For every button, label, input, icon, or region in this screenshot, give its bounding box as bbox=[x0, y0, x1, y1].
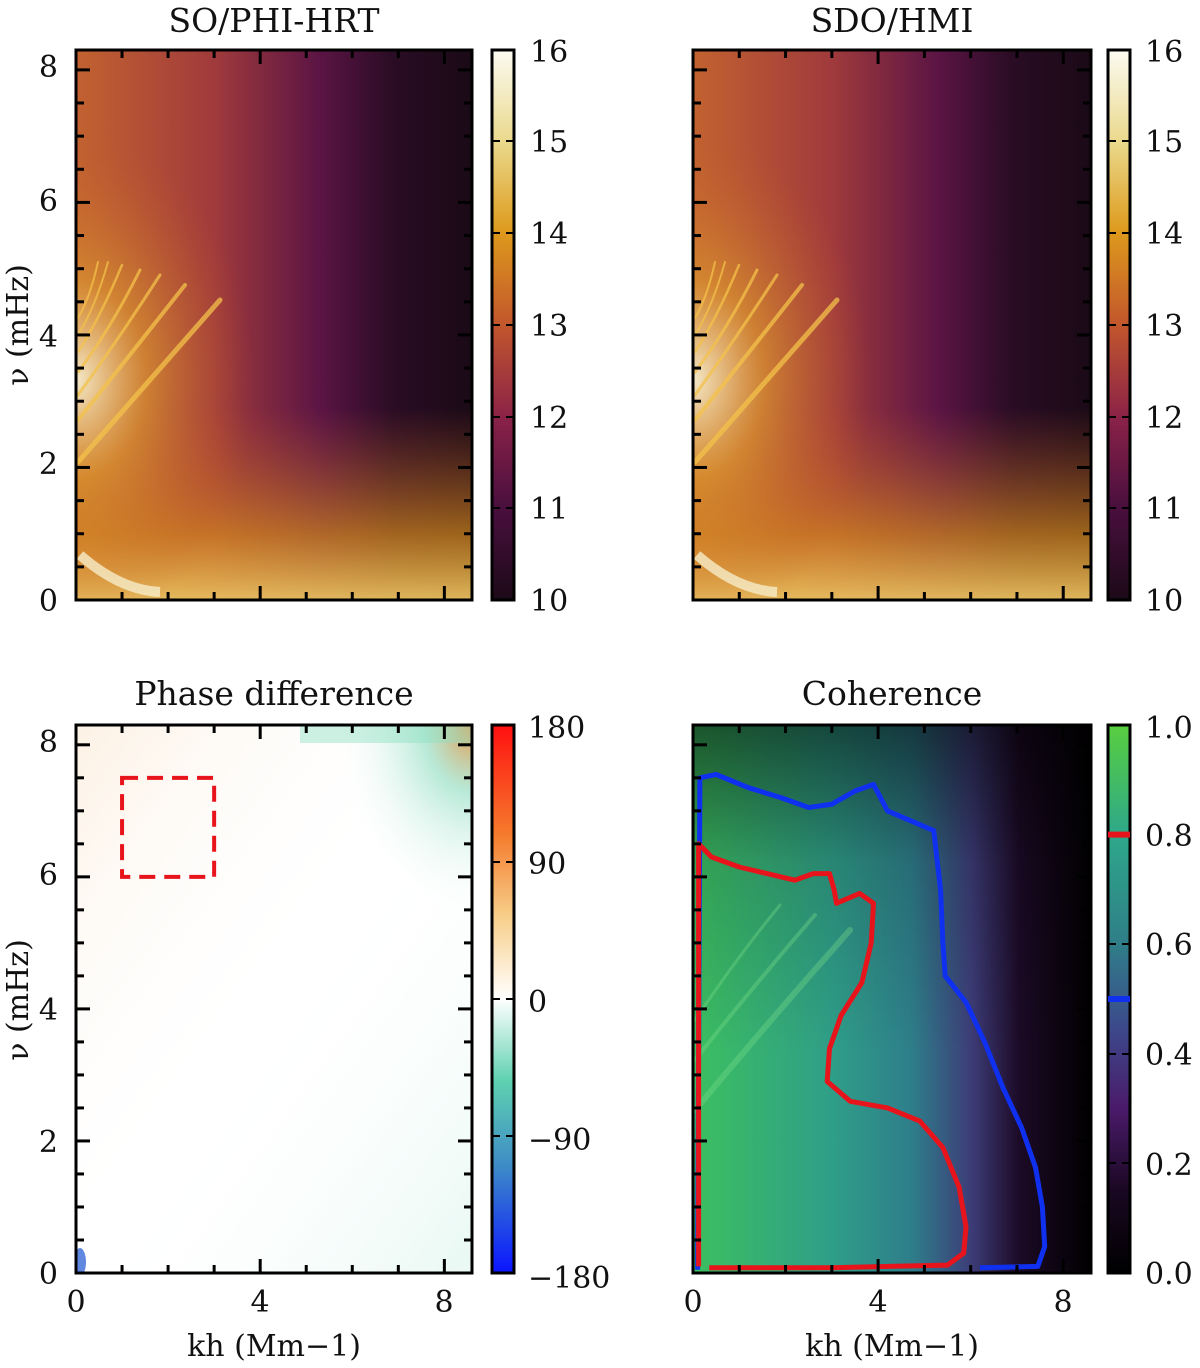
xlabel-coherence: kh (Mm−1) bbox=[805, 1329, 979, 1364]
ytick-label-phase-0: 0 bbox=[39, 1257, 58, 1292]
panel-title-phase: Phase difference bbox=[134, 674, 413, 713]
cbar-label-phase-m90: −90 bbox=[528, 1123, 591, 1158]
cbar-label-hmi-11: 11 bbox=[1145, 492, 1183, 527]
contour-level-0.5 bbox=[695, 772, 1048, 1271]
xtick-label-phase-0: 0 bbox=[66, 1285, 85, 1320]
cbar-label-coh-0.4: 0.4 bbox=[1145, 1038, 1193, 1073]
panel-title-hmi: SDO/HMI bbox=[811, 1, 974, 40]
panel-hrt: SO/PHI-HRT 0 2 4 6 8 ν (mHz) bbox=[1, 1, 568, 619]
colorbar-ticks-hrt bbox=[492, 140, 514, 509]
xtick-label-coherence-4: 4 bbox=[868, 1285, 887, 1320]
xtick-label-coherence-8: 8 bbox=[1053, 1285, 1072, 1320]
colorbar-ticks-hmi bbox=[1108, 140, 1130, 509]
ylabel-phase: ν (mHz) bbox=[1, 939, 36, 1061]
cbar-label-phase-180: 180 bbox=[528, 711, 585, 746]
panel-title-coherence: Coherence bbox=[802, 674, 982, 713]
axes-frame-hrt bbox=[74, 48, 474, 602]
ticks-hrt bbox=[74, 50, 472, 602]
ytick-label-hrt-4: 4 bbox=[39, 320, 58, 355]
ticks-coherence bbox=[691, 725, 1091, 1275]
ytick-label-phase-4: 4 bbox=[39, 993, 58, 1028]
heatmap-coherence bbox=[693, 725, 1091, 1273]
ytick-label-phase-8: 8 bbox=[39, 725, 58, 760]
cbar-label-hmi-16: 16 bbox=[1145, 35, 1183, 70]
cbar-label-phase-90: 90 bbox=[528, 847, 566, 882]
panel-title-hrt: SO/PHI-HRT bbox=[168, 1, 379, 40]
colorbar-ticks-phase bbox=[492, 861, 514, 1137]
cbar-label-hrt-13: 13 bbox=[530, 309, 568, 344]
dashed-region-box bbox=[120, 775, 217, 879]
panel-phase: Phase difference 0 2 4 6 8 0 4 8 ν (mHz)… bbox=[1, 674, 610, 1364]
cbar-label-phase-m180: −180 bbox=[528, 1261, 610, 1296]
cbar-label-hmi-10: 10 bbox=[1145, 584, 1183, 619]
cbar-label-hrt-15: 15 bbox=[530, 125, 568, 160]
ticks-hmi bbox=[691, 50, 1091, 602]
ytick-label-phase-6: 6 bbox=[39, 858, 58, 893]
ticks-phase bbox=[74, 725, 472, 1275]
heatmap-hmi bbox=[693, 50, 1091, 600]
cbar-label-coh-0.8: 0.8 bbox=[1145, 819, 1193, 854]
xlabel-phase: kh (Mm−1) bbox=[187, 1329, 361, 1364]
colorbar-marker-0.8 bbox=[1108, 831, 1130, 838]
cbar-label-coh-0.6: 0.6 bbox=[1145, 928, 1193, 963]
cbar-label-phase-0: 0 bbox=[528, 985, 547, 1020]
coherence-contours bbox=[695, 772, 1048, 1271]
cbar-label-hrt-11: 11 bbox=[530, 492, 568, 527]
cbar-label-hrt-12: 12 bbox=[530, 401, 568, 436]
heatmap-hrt bbox=[76, 50, 472, 600]
cbar-label-hmi-15: 15 bbox=[1145, 125, 1183, 160]
ytick-label-hrt-2: 2 bbox=[39, 447, 58, 482]
ytick-label-hrt-6: 6 bbox=[39, 184, 58, 219]
cbar-label-hmi-13: 13 bbox=[1145, 309, 1183, 344]
heatmap-phase bbox=[76, 725, 472, 1273]
axes-frame-phase bbox=[74, 723, 474, 1275]
cbar-label-hmi-12: 12 bbox=[1145, 401, 1183, 436]
panel-hmi: SDO/HMI 10 11 bbox=[691, 1, 1183, 619]
cbar-label-coh-0.2: 0.2 bbox=[1145, 1148, 1193, 1183]
axes-frame-coherence bbox=[691, 723, 1093, 1275]
ylabel-hrt: ν (mHz) bbox=[1, 264, 36, 386]
panel-coherence: Coherence 0 4 8 kh (Mm−1) 0.0 0.2 0. bbox=[683, 674, 1192, 1364]
xtick-label-coherence-0: 0 bbox=[683, 1285, 702, 1320]
cbar-label-hrt-16: 16 bbox=[530, 35, 568, 70]
cbar-label-hrt-14: 14 bbox=[530, 217, 568, 252]
contour-level-0.8 bbox=[696, 841, 969, 1271]
ytick-label-hrt-8: 8 bbox=[39, 50, 58, 85]
cbar-label-hmi-14: 14 bbox=[1145, 217, 1183, 252]
ytick-label-hrt-0: 0 bbox=[39, 584, 58, 619]
cbar-label-coh-1.0: 1.0 bbox=[1145, 711, 1193, 746]
cbar-label-hrt-10: 10 bbox=[530, 584, 568, 619]
ytick-label-phase-2: 2 bbox=[39, 1125, 58, 1160]
cbar-label-coh-0.0: 0.0 bbox=[1145, 1257, 1193, 1292]
colorbar-marker-0.5 bbox=[1108, 996, 1130, 1002]
xtick-label-phase-8: 8 bbox=[434, 1285, 453, 1320]
axes-frame-hmi bbox=[691, 48, 1093, 602]
xtick-label-phase-4: 4 bbox=[250, 1285, 269, 1320]
